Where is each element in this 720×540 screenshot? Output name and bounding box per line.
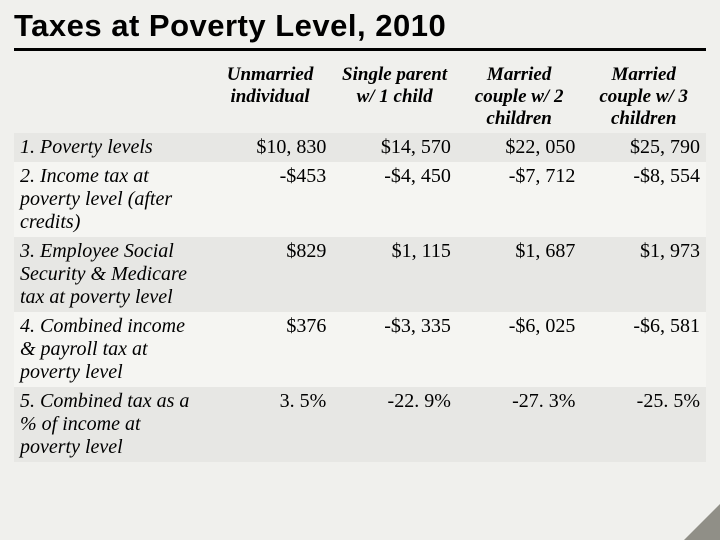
table-row: 3. Employee Social Security & Medicare t… <box>14 237 706 312</box>
slide-title: Taxes at Poverty Level, 2010 <box>14 8 706 51</box>
cell: -$7, 712 <box>457 162 582 237</box>
cell: -$8, 554 <box>581 162 706 237</box>
cell: -$3, 335 <box>332 312 457 387</box>
cell: $1, 973 <box>581 237 706 312</box>
row-label: 3. Employee Social Security & Medicare t… <box>14 237 208 312</box>
cell: -22. 9% <box>332 387 457 462</box>
row-label: 5. Combined tax as a % of income at pove… <box>14 387 208 462</box>
cell: -$6, 025 <box>457 312 582 387</box>
row-label: 4. Combined income & payroll tax at pove… <box>14 312 208 387</box>
page-corner-fold-icon <box>684 504 720 540</box>
col-header-unmarried: Unmarried individual <box>208 61 333 133</box>
cell: -25. 5% <box>581 387 706 462</box>
tax-table: Unmarried individual Single parent w/ 1 … <box>14 61 706 462</box>
row-label: 1. Poverty levels <box>14 133 208 162</box>
cell: $22, 050 <box>457 133 582 162</box>
table-row: 4. Combined income & payroll tax at pove… <box>14 312 706 387</box>
cell: -27. 3% <box>457 387 582 462</box>
cell: -$453 <box>208 162 333 237</box>
col-header-married-3: Married couple w/ 3 children <box>581 61 706 133</box>
col-header-married-2: Married couple w/ 2 children <box>457 61 582 133</box>
cell: 3. 5% <box>208 387 333 462</box>
cell: $376 <box>208 312 333 387</box>
row-label: 2. Income tax at poverty level (after cr… <box>14 162 208 237</box>
cell: $1, 115 <box>332 237 457 312</box>
table-row: 2. Income tax at poverty level (after cr… <box>14 162 706 237</box>
slide: Taxes at Poverty Level, 2010 Unmarried i… <box>0 0 720 540</box>
cell: $25, 790 <box>581 133 706 162</box>
table-header-row: Unmarried individual Single parent w/ 1 … <box>14 61 706 133</box>
cell: $829 <box>208 237 333 312</box>
col-header-single-parent: Single parent w/ 1 child <box>332 61 457 133</box>
cell: -$6, 581 <box>581 312 706 387</box>
cell: $14, 570 <box>332 133 457 162</box>
table-row: 5. Combined tax as a % of income at pove… <box>14 387 706 462</box>
col-header-empty <box>14 61 208 133</box>
table-row: 1. Poverty levels $10, 830 $14, 570 $22,… <box>14 133 706 162</box>
cell: $10, 830 <box>208 133 333 162</box>
cell: -$4, 450 <box>332 162 457 237</box>
cell: $1, 687 <box>457 237 582 312</box>
